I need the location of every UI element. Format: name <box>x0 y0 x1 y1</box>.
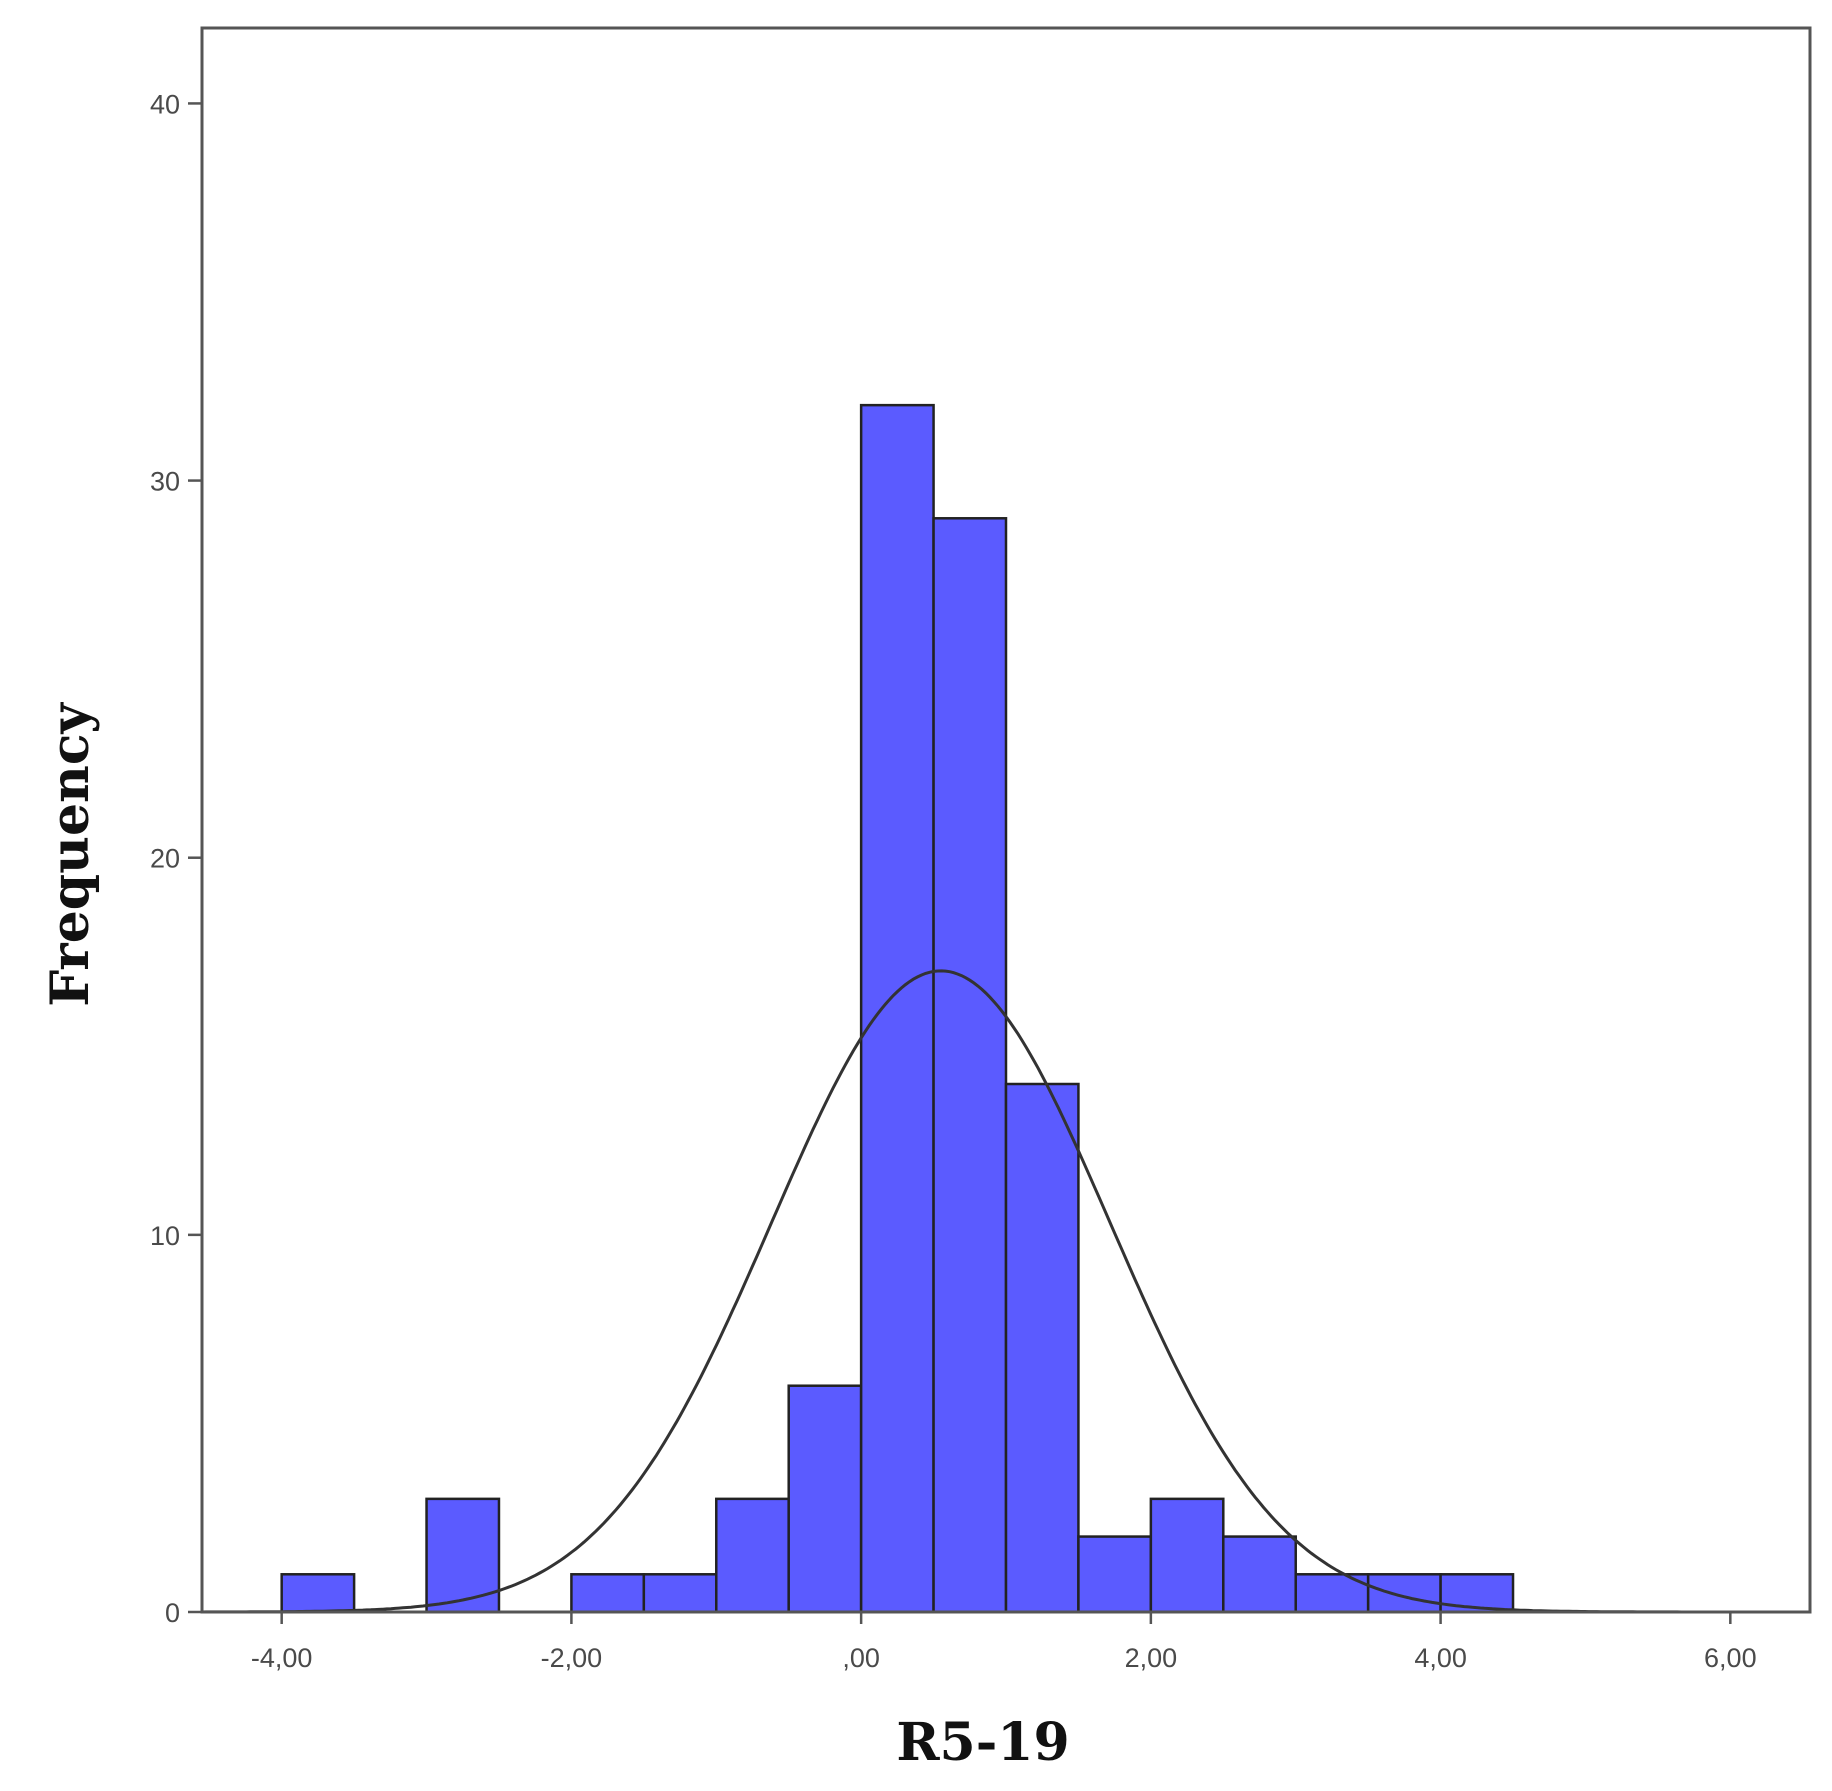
x-tick-label: 4,00 <box>1414 1643 1467 1673</box>
histogram-bar <box>642 1573 718 1614</box>
x-axis-title: R5-19 <box>896 1712 1069 1773</box>
x-tick-label: ,00 <box>842 1643 880 1673</box>
histogram-bar <box>1366 1573 1442 1614</box>
histogram-bar <box>280 1573 356 1614</box>
plot-frame <box>200 26 1812 1614</box>
y-tick-label: 10 <box>150 1221 180 1251</box>
x-axis: -4,00 -2,00 ,00 2,00 4,00 6,00 <box>251 1612 1757 1673</box>
histogram-bar <box>787 1384 863 1614</box>
histogram-bar <box>570 1573 646 1614</box>
y-tick-label: 20 <box>150 844 180 874</box>
histogram-bar <box>859 403 935 1614</box>
y-tick-label: 0 <box>165 1598 180 1628</box>
y-tick-label: 30 <box>150 467 180 497</box>
x-tick-label: 2,00 <box>1125 1643 1178 1673</box>
x-tick-label: -2,00 <box>541 1643 603 1673</box>
histogram-bar <box>1149 1497 1225 1614</box>
y-axis-title: Frequency <box>40 702 101 1007</box>
x-tick-label: 6,00 <box>1704 1643 1757 1673</box>
x-tick-label: -4,00 <box>251 1643 313 1673</box>
histogram-bar <box>425 1497 501 1614</box>
histogram-bar <box>1077 1535 1153 1614</box>
histogram-bar <box>715 1497 790 1614</box>
histogram-bars <box>280 403 1515 1614</box>
y-axis: 0 10 20 30 40 <box>150 89 202 1628</box>
y-tick-label: 40 <box>150 89 180 119</box>
histogram-bar <box>1004 1082 1080 1614</box>
histogram-bar <box>932 517 1008 1614</box>
histogram-bar <box>1222 1535 1297 1614</box>
